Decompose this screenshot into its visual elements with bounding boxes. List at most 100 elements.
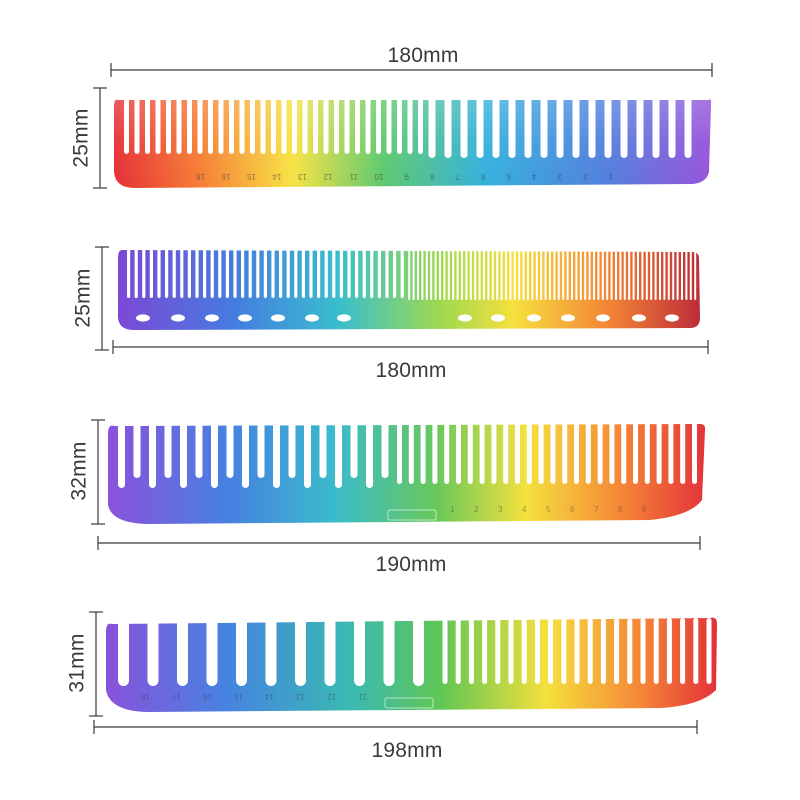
comb-hole xyxy=(305,314,319,322)
scale-mark: 14 xyxy=(265,692,274,701)
tooth-gap xyxy=(366,420,373,488)
scale-mark: 3 xyxy=(557,172,562,181)
tooth-gap xyxy=(210,248,214,298)
tooth-gap xyxy=(248,248,252,298)
tooth-gap xyxy=(273,420,280,488)
tooth-gap xyxy=(355,248,359,298)
tooth-gap xyxy=(544,248,547,300)
tooth-gap xyxy=(468,618,474,684)
comb-1: 18 16 15 14 13 12 11 10 9 8 7 6 5 4 3 2 1 xyxy=(114,96,712,188)
tooth-gap xyxy=(319,420,327,478)
tooth-gap xyxy=(225,248,229,298)
scale-mark: 3 xyxy=(498,505,503,514)
scale-mark: 1 xyxy=(608,172,613,181)
scale-mark: 2 xyxy=(474,505,479,514)
tooth-gap xyxy=(597,248,600,300)
comb-2 xyxy=(118,248,700,330)
tooth-gap xyxy=(381,420,389,478)
tooth-gap xyxy=(309,248,313,298)
tooth-gap xyxy=(288,420,296,478)
tooth-gap xyxy=(370,248,374,298)
tooth-gap xyxy=(157,248,161,298)
tooth-gap xyxy=(593,248,595,300)
tooth-gap xyxy=(444,420,450,484)
tooth-gap xyxy=(515,420,520,484)
tooth-gap xyxy=(668,420,674,484)
tooth-gap xyxy=(393,248,397,298)
tooth-gap xyxy=(256,248,260,298)
tooth-gap xyxy=(257,420,265,478)
tooth-gap xyxy=(147,614,159,686)
scale-mark: 13 xyxy=(296,692,305,701)
tooth-gap xyxy=(400,248,404,298)
scale-mark: 4 xyxy=(522,505,527,514)
tooth-gap xyxy=(127,248,131,298)
comb-hole xyxy=(458,314,472,322)
tooth-gap xyxy=(241,248,245,298)
comb-hole xyxy=(337,314,351,322)
scale-mark: 4 xyxy=(532,172,537,181)
tooth-gap xyxy=(531,248,534,300)
tooth-gap xyxy=(421,248,424,300)
tooth-gap xyxy=(425,248,428,300)
tooth-gap xyxy=(561,618,567,684)
tooth-gap xyxy=(420,420,426,484)
tooth-gap xyxy=(650,248,653,300)
scale-mark: 7 xyxy=(594,505,599,514)
tooth-gap xyxy=(633,420,638,484)
scale-mark: 6 xyxy=(570,505,575,514)
tooth-gap xyxy=(666,618,672,684)
tooth-gap xyxy=(566,248,569,300)
tooth-gap xyxy=(693,618,699,684)
tooth-gap xyxy=(637,248,639,300)
dimension-lines xyxy=(89,63,713,734)
tooth-gap xyxy=(149,420,156,488)
scale-mark: 11 xyxy=(349,172,358,181)
tooth-gap xyxy=(522,248,525,300)
scale-mark: 16 xyxy=(203,692,212,701)
tooth-gap xyxy=(118,614,129,686)
tooth-gap xyxy=(685,248,688,300)
scale-mark: 5 xyxy=(506,172,511,181)
tooth-gap xyxy=(412,248,415,300)
comb-1-height-label: 25mm xyxy=(69,108,93,168)
scale-mark: 5 xyxy=(546,505,551,514)
tooth-gap xyxy=(452,248,455,300)
tooth-gap xyxy=(491,420,497,484)
scale-mark: 18 xyxy=(196,172,205,181)
tooth-gap xyxy=(571,248,573,300)
tooth-gap xyxy=(413,614,424,686)
tooth-gap xyxy=(434,248,437,300)
tooth-gap xyxy=(526,420,532,484)
tooth-gap xyxy=(265,614,277,686)
tooth-gap xyxy=(180,420,187,488)
tooth-gap xyxy=(461,248,463,300)
tooth-gap xyxy=(479,420,485,484)
tooth-gap xyxy=(206,614,218,686)
tooth-gap xyxy=(621,420,627,484)
tooth-gap xyxy=(584,248,587,300)
tooth-gap xyxy=(332,248,336,298)
scale-mark: 18 xyxy=(141,692,150,701)
tooth-gap xyxy=(335,420,342,488)
tooth-gap xyxy=(680,618,686,684)
tooth-gap xyxy=(619,248,622,300)
comb-hole xyxy=(527,314,541,322)
tooth-gap xyxy=(681,248,683,300)
tooth-gap xyxy=(236,614,247,686)
tooth-gap xyxy=(203,248,207,298)
tooth-gap xyxy=(627,618,633,684)
tooth-gap xyxy=(495,618,501,684)
scale-mark: 9 xyxy=(404,172,409,181)
tooth-gap xyxy=(500,248,503,300)
tooth-gap xyxy=(676,248,679,300)
comb-1-length-label: 180mm xyxy=(387,44,459,67)
tooth-gap xyxy=(279,248,283,298)
tooth-gap xyxy=(354,614,365,686)
tooth-gap xyxy=(653,618,659,684)
tooth-gap xyxy=(469,248,472,300)
tooth-gap xyxy=(610,248,613,300)
tooth-gap xyxy=(483,248,485,300)
tooth-gap xyxy=(503,420,509,484)
comb-hole xyxy=(561,314,575,322)
